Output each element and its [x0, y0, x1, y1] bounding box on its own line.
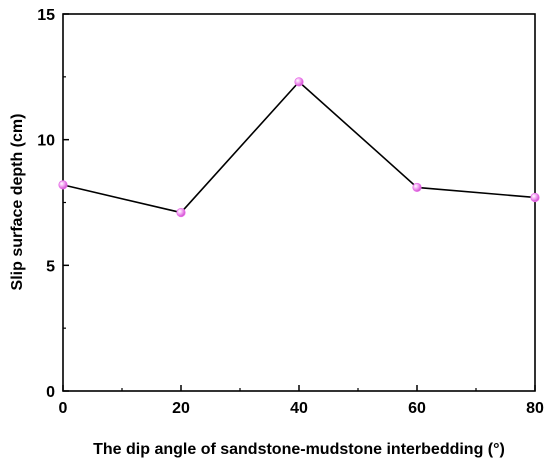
y-tick-label: 0	[46, 384, 55, 401]
series-line	[62, 80, 536, 214]
y-tick-label: 10	[37, 133, 55, 150]
data-point	[58, 180, 68, 190]
markers	[58, 77, 540, 218]
x-tick-label: 0	[59, 400, 68, 417]
plot-frame	[62, 13, 536, 392]
data-point	[530, 192, 540, 203]
ticks	[62, 13, 536, 392]
data-point	[294, 77, 304, 87]
x-tick-label: 40	[290, 400, 308, 417]
y-axis-label: Slip surface depth (cm)	[9, 114, 26, 291]
y-tick-label: 5	[46, 258, 55, 275]
series-lines	[62, 80, 536, 214]
data-point	[412, 182, 422, 193]
x-tick-label: 20	[172, 400, 190, 417]
x-axis-label: The dip angle of sandstone-mudstone inte…	[93, 441, 505, 458]
x-tick-label: 60	[408, 400, 426, 417]
data-point	[176, 207, 186, 218]
x-tick-label: 80	[526, 400, 544, 417]
y-tick-label: 15	[37, 7, 55, 24]
tick-labels: 0 20 40 60 80 0 5 10 15	[37, 7, 544, 417]
